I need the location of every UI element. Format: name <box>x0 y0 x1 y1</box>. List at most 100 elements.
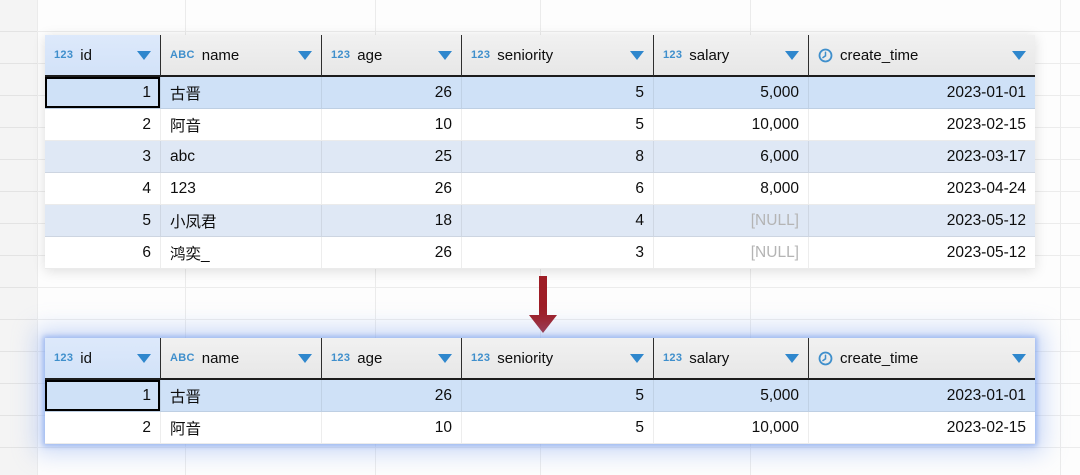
cell-id[interactable]: 2 <box>45 109 161 140</box>
column-header-salary[interactable]: 123 salary <box>654 338 809 380</box>
cell-create-time[interactable]: 2023-05-12 <box>946 211 1026 229</box>
column-header-id[interactable]: 123 id <box>45 338 161 380</box>
cell-id[interactable]: 1 <box>45 77 161 108</box>
cell-salary[interactable]: 6,000 <box>654 141 809 172</box>
cell-name[interactable]: 123 <box>161 173 322 204</box>
number-type-icon: 123 <box>471 352 491 364</box>
cell-seniority[interactable]: 4 <box>462 205 654 236</box>
column-header-salary[interactable]: 123 salary <box>654 35 809 77</box>
cell-id[interactable]: 6 <box>45 237 161 268</box>
cell-create-time[interactable]: 2023-04-24 <box>946 179 1026 197</box>
cell-salary-null[interactable]: [NULL] <box>654 205 809 236</box>
table-row: 1 古晋 26 5 5,000 2023-01-01 <box>45 380 1035 412</box>
grid-header-row: 123 id ABC name 123 age 123 seniority 12… <box>45 338 1035 380</box>
number-type-icon: 123 <box>663 352 683 364</box>
text-type-icon: ABC <box>170 49 195 61</box>
cell-name[interactable]: 鸿奕_ <box>161 237 322 268</box>
clock-icon <box>818 48 833 63</box>
cell-id[interactable]: 2 <box>45 412 161 443</box>
number-type-icon: 123 <box>471 49 491 61</box>
cell-age[interactable]: 26 <box>322 173 462 204</box>
column-label: salary <box>689 349 730 367</box>
result-grid-source: 123 id ABC name 123 age 123 seniority 12… <box>45 35 1035 269</box>
cell-id[interactable]: 4 <box>45 173 161 204</box>
table-row: 4 123 26 6 8,000 2023-04-24 <box>45 173 1035 205</box>
column-label: salary <box>689 46 730 64</box>
cell-age[interactable]: 26 <box>322 380 462 411</box>
chevron-down-icon[interactable] <box>630 353 644 363</box>
column-label: age <box>357 46 383 64</box>
cell-age[interactable]: 26 <box>322 77 462 108</box>
cell-seniority[interactable]: 5 <box>462 412 654 443</box>
column-header-create-time[interactable]: create_time <box>809 338 1035 380</box>
number-type-icon: 123 <box>331 49 351 61</box>
table-row: 2 阿音 10 5 10,000 2023-02-15 <box>45 412 1035 444</box>
column-label: seniority <box>497 349 554 367</box>
cell-age[interactable]: 25 <box>322 141 462 172</box>
cell-salary[interactable]: 5,000 <box>654 380 809 411</box>
spreadsheet-left-band <box>0 0 37 475</box>
cell-salary[interactable]: 5,000 <box>654 77 809 108</box>
cell-seniority[interactable]: 3 <box>462 237 654 268</box>
column-label: id <box>80 349 92 367</box>
cell-salary[interactable]: 10,000 <box>654 109 809 140</box>
cell-seniority[interactable]: 5 <box>462 109 654 140</box>
cell-salary[interactable]: 8,000 <box>654 173 809 204</box>
column-header-name[interactable]: ABC name <box>161 35 322 77</box>
chevron-down-icon[interactable] <box>785 50 799 60</box>
column-header-seniority[interactable]: 123 seniority <box>462 35 654 77</box>
chevron-down-icon[interactable] <box>137 353 151 363</box>
chevron-down-icon[interactable] <box>1012 353 1026 363</box>
cell-create-time[interactable]: 2023-05-12 <box>946 243 1026 261</box>
chevron-down-icon[interactable] <box>1012 50 1026 60</box>
column-header-id[interactable]: 123 id <box>45 35 161 77</box>
table-row: 2 阿音 10 5 10,000 2023-02-15 <box>45 109 1035 141</box>
chevron-down-icon[interactable] <box>298 50 312 60</box>
cell-seniority[interactable]: 6 <box>462 173 654 204</box>
table-row: 3 abc 25 8 6,000 2023-03-17 <box>45 141 1035 173</box>
cell-name[interactable]: 阿音 <box>161 109 322 140</box>
result-grid-filtered: 123 id ABC name 123 age 123 seniority 12… <box>45 338 1035 444</box>
cell-seniority[interactable]: 5 <box>462 380 654 411</box>
cell-create-time[interactable]: 2023-02-15 <box>946 115 1026 133</box>
cell-age[interactable]: 18 <box>322 205 462 236</box>
cell-name[interactable]: 阿音 <box>161 412 322 443</box>
cell-age[interactable]: 10 <box>322 109 462 140</box>
cell-name[interactable]: 小凤君 <box>161 205 322 236</box>
cell-create-time[interactable]: 2023-01-01 <box>946 83 1026 101</box>
column-header-age[interactable]: 123 age <box>322 35 462 77</box>
table-row: 5 小凤君 18 4 [NULL] 2023-05-12 <box>45 205 1035 237</box>
cell-create-time[interactable]: 2023-02-15 <box>946 418 1026 436</box>
cell-create-time[interactable]: 2023-03-17 <box>946 147 1026 165</box>
chevron-down-icon[interactable] <box>630 50 644 60</box>
down-arrow-icon <box>529 276 557 333</box>
column-header-name[interactable]: ABC name <box>161 338 322 380</box>
cell-seniority[interactable]: 5 <box>462 77 654 108</box>
chevron-down-icon[interactable] <box>785 353 799 363</box>
cell-id[interactable]: 5 <box>45 205 161 236</box>
column-header-seniority[interactable]: 123 seniority <box>462 338 654 380</box>
clock-icon <box>818 351 833 366</box>
cell-create-time[interactable]: 2023-01-01 <box>946 386 1026 404</box>
cell-name[interactable]: abc <box>161 141 322 172</box>
column-label: id <box>80 46 92 64</box>
chevron-down-icon[interactable] <box>438 353 452 363</box>
cell-name[interactable]: 古晋 <box>161 380 322 411</box>
text-type-icon: ABC <box>170 352 195 364</box>
cell-age[interactable]: 10 <box>322 412 462 443</box>
column-header-create-time[interactable]: create_time <box>809 35 1035 77</box>
cell-name[interactable]: 古晋 <box>161 77 322 108</box>
column-header-age[interactable]: 123 age <box>322 338 462 380</box>
number-type-icon: 123 <box>54 49 74 61</box>
cell-salary[interactable]: 10,000 <box>654 412 809 443</box>
cell-seniority[interactable]: 8 <box>462 141 654 172</box>
cell-age[interactable]: 26 <box>322 237 462 268</box>
grid-header-row: 123 id ABC name 123 age 123 seniority 12… <box>45 35 1035 77</box>
cell-id[interactable]: 1 <box>45 380 161 411</box>
chevron-down-icon[interactable] <box>298 353 312 363</box>
number-type-icon: 123 <box>663 49 683 61</box>
chevron-down-icon[interactable] <box>438 50 452 60</box>
cell-salary-null[interactable]: [NULL] <box>654 237 809 268</box>
cell-id[interactable]: 3 <box>45 141 161 172</box>
chevron-down-icon[interactable] <box>137 50 151 60</box>
